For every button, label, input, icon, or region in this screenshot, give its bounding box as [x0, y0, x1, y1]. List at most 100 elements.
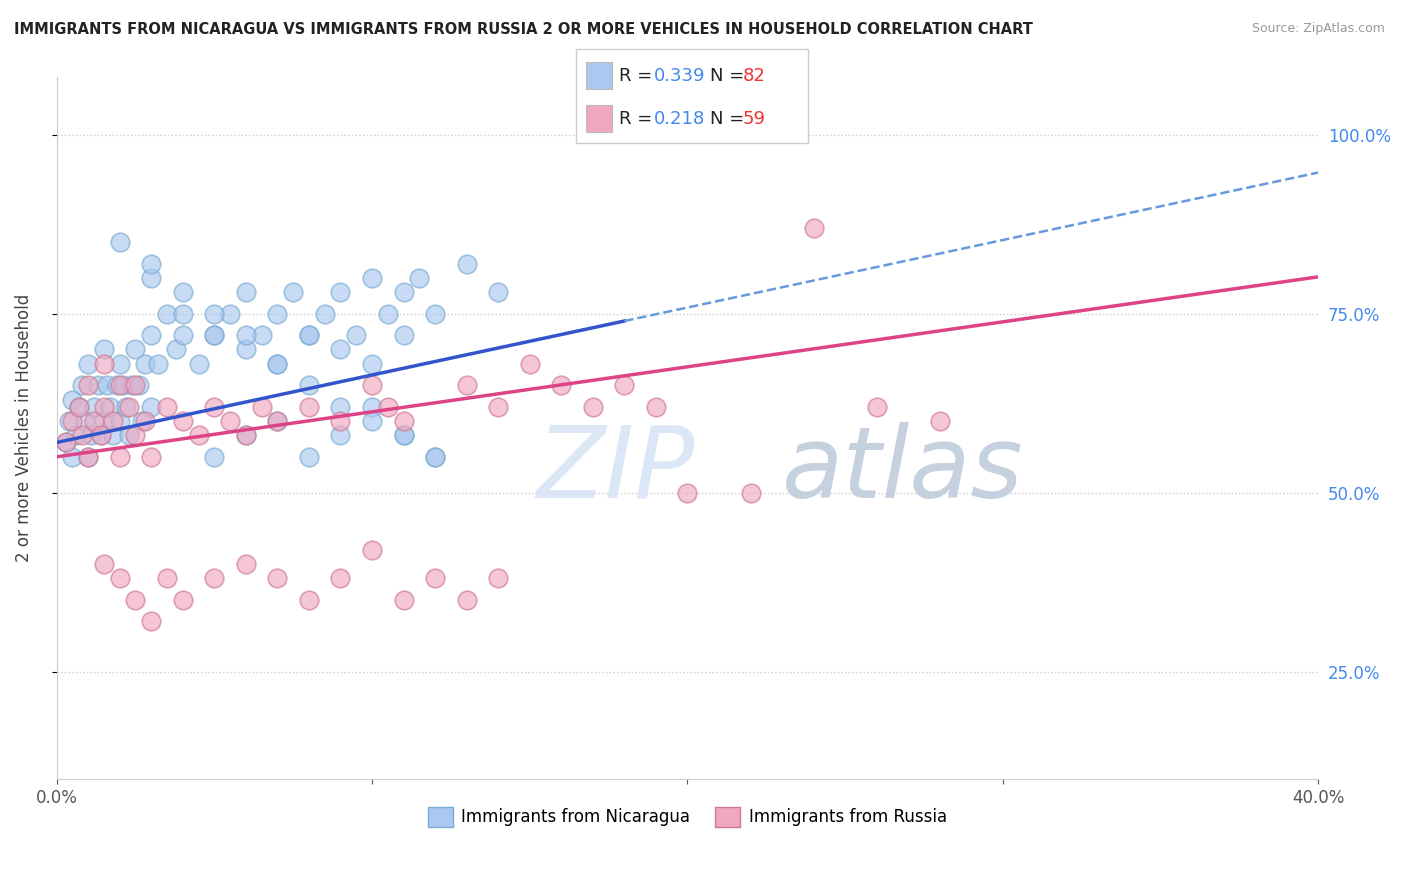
- Point: [187, 428, 209, 442]
- Text: IMMIGRANTS FROM NICARAGUA VS IMMIGRANTS FROM RUSSIA 2 OR MORE VEHICLES IN HOUSEH: IMMIGRANTS FROM NICARAGUA VS IMMIGRANTS …: [14, 22, 1033, 37]
- Point: [377, 400, 399, 414]
- Point: [928, 414, 950, 428]
- Point: [118, 428, 141, 442]
- Point: [361, 357, 384, 371]
- Y-axis label: 2 or more Vehicles in Household: 2 or more Vehicles in Household: [15, 294, 32, 562]
- Text: R =: R =: [619, 110, 658, 128]
- Point: [486, 572, 509, 586]
- Point: [60, 450, 83, 464]
- Point: [866, 400, 889, 414]
- Point: [423, 450, 446, 464]
- Point: [58, 414, 80, 428]
- Point: [645, 400, 668, 414]
- Point: [187, 357, 209, 371]
- Point: [392, 328, 415, 343]
- Point: [361, 378, 384, 392]
- Text: 82: 82: [742, 67, 765, 85]
- Point: [118, 400, 141, 414]
- Point: [73, 414, 96, 428]
- Point: [134, 414, 156, 428]
- Point: [250, 328, 273, 343]
- Point: [115, 400, 138, 414]
- Point: [141, 450, 163, 464]
- Point: [77, 378, 100, 392]
- Point: [283, 285, 305, 300]
- Point: [456, 378, 478, 392]
- Point: [67, 400, 90, 414]
- Point: [93, 357, 115, 371]
- Point: [108, 357, 131, 371]
- Point: [519, 357, 541, 371]
- Point: [93, 557, 115, 571]
- Point: [392, 428, 415, 442]
- Point: [156, 572, 179, 586]
- Point: [740, 485, 762, 500]
- Point: [108, 378, 131, 392]
- Text: N =: N =: [710, 110, 749, 128]
- Text: ZIP: ZIP: [536, 422, 695, 519]
- Point: [613, 378, 636, 392]
- Point: [392, 428, 415, 442]
- Point: [166, 343, 188, 357]
- Point: [77, 450, 100, 464]
- Point: [83, 400, 105, 414]
- Point: [266, 307, 288, 321]
- Point: [423, 450, 446, 464]
- Point: [329, 414, 352, 428]
- Point: [298, 400, 321, 414]
- Point: [266, 572, 288, 586]
- Point: [361, 400, 384, 414]
- Point: [172, 414, 194, 428]
- Point: [314, 307, 336, 321]
- Point: [108, 414, 131, 428]
- Point: [298, 328, 321, 343]
- Point: [70, 378, 93, 392]
- Point: [803, 220, 825, 235]
- Point: [141, 615, 163, 629]
- Point: [141, 256, 163, 270]
- Point: [134, 357, 156, 371]
- Point: [392, 414, 415, 428]
- Point: [298, 378, 321, 392]
- Point: [361, 414, 384, 428]
- Point: [456, 593, 478, 607]
- Point: [105, 378, 128, 392]
- Point: [131, 414, 153, 428]
- Point: [55, 435, 77, 450]
- Point: [55, 435, 77, 450]
- Point: [392, 285, 415, 300]
- Point: [344, 328, 367, 343]
- Point: [121, 378, 143, 392]
- Point: [146, 357, 169, 371]
- Point: [67, 400, 90, 414]
- Point: [156, 400, 179, 414]
- Point: [93, 414, 115, 428]
- Point: [60, 392, 83, 407]
- Text: R =: R =: [619, 67, 658, 85]
- Point: [298, 593, 321, 607]
- Point: [103, 428, 125, 442]
- Point: [550, 378, 572, 392]
- Point: [202, 328, 225, 343]
- Point: [456, 256, 478, 270]
- Point: [219, 414, 242, 428]
- Point: [202, 450, 225, 464]
- Point: [329, 400, 352, 414]
- Point: [172, 593, 194, 607]
- Point: [582, 400, 605, 414]
- Point: [108, 235, 131, 249]
- Point: [202, 572, 225, 586]
- Point: [83, 414, 105, 428]
- Legend: Immigrants from Nicaragua, Immigrants from Russia: Immigrants from Nicaragua, Immigrants fr…: [422, 800, 953, 834]
- Point: [298, 450, 321, 464]
- Point: [202, 307, 225, 321]
- Point: [219, 307, 242, 321]
- Point: [266, 357, 288, 371]
- Point: [124, 378, 146, 392]
- Point: [60, 414, 83, 428]
- Point: [156, 307, 179, 321]
- Text: Source: ZipAtlas.com: Source: ZipAtlas.com: [1251, 22, 1385, 36]
- Point: [329, 343, 352, 357]
- Point: [90, 428, 112, 442]
- Point: [392, 593, 415, 607]
